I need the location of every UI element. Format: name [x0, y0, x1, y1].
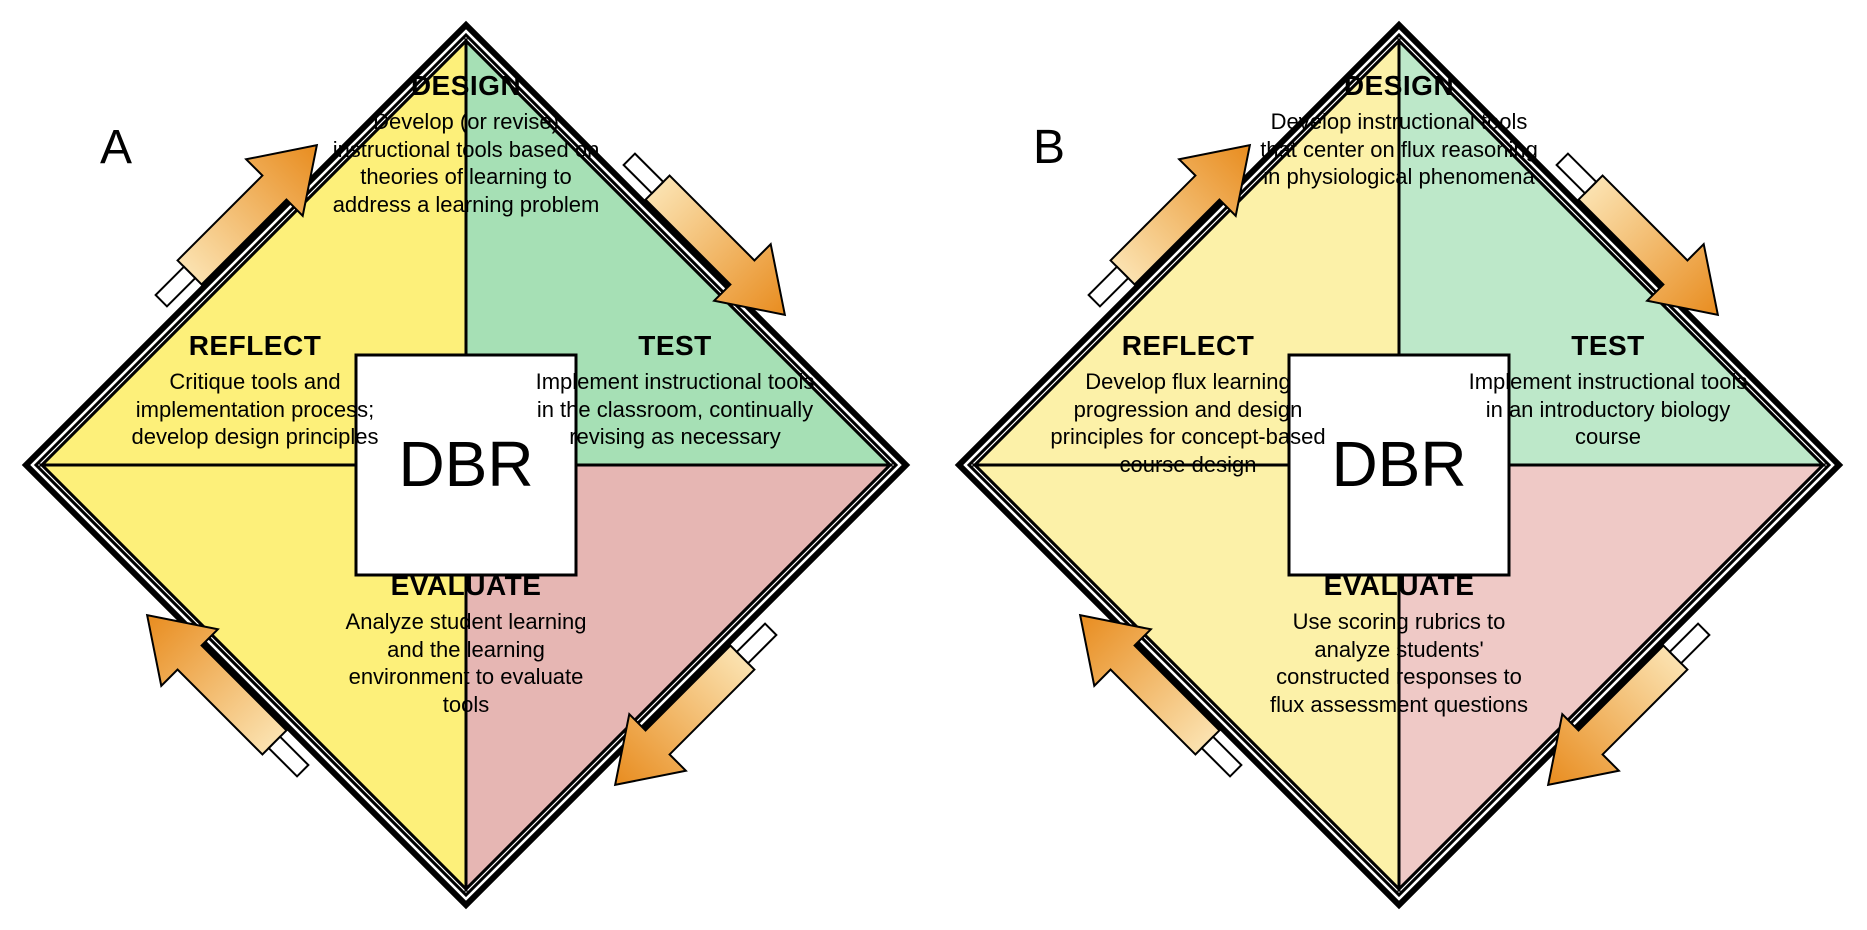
dbr-panel: BDBRDESIGNDevelop instructional tools th…: [933, 0, 1866, 930]
panel-label: B: [1033, 120, 1065, 175]
reflect-body: Critique tools and implementation proces…: [110, 368, 400, 451]
reflect-text: REFLECT Develop flux learning progression…: [1043, 330, 1333, 478]
reflect-text: REFLECT Critique tools and implementation…: [110, 330, 400, 451]
evaluate-title: EVALUATE: [1259, 570, 1539, 602]
reflect-title: REFLECT: [110, 330, 400, 362]
test-text: TEST Implement instructional tools in the…: [530, 330, 820, 451]
test-title: TEST: [1463, 330, 1753, 362]
design-text: DESIGN Develop (or revise) instructional …: [326, 70, 606, 218]
design-body: Develop (or revise) instructional tools …: [326, 108, 606, 218]
design-text: DESIGN Develop instructional tools that c…: [1259, 70, 1539, 191]
evaluate-text: EVALUATE Analyze student learning and the…: [326, 570, 606, 718]
panel-label: A: [100, 120, 132, 175]
evaluate-body: Use scoring rubrics to analyze students'…: [1259, 608, 1539, 718]
design-body: Develop instructional tools that center …: [1259, 108, 1539, 191]
reflect-body: Develop flux learning progression and de…: [1043, 368, 1333, 478]
evaluate-text: EVALUATE Use scoring rubrics to analyze s…: [1259, 570, 1539, 718]
dbr-panel: ADBRDESIGNDevelop (or revise) instructio…: [0, 0, 933, 930]
test-text: TEST Implement instructional tools in an …: [1463, 330, 1753, 451]
test-title: TEST: [530, 330, 820, 362]
evaluate-body: Analyze student learning and the learnin…: [326, 608, 606, 718]
design-title: DESIGN: [1259, 70, 1539, 102]
design-title: DESIGN: [326, 70, 606, 102]
evaluate-title: EVALUATE: [326, 570, 606, 602]
reflect-title: REFLECT: [1043, 330, 1333, 362]
test-body: Implement instructional tools in an intr…: [1463, 368, 1753, 451]
test-body: Implement instructional tools in the cla…: [530, 368, 820, 451]
